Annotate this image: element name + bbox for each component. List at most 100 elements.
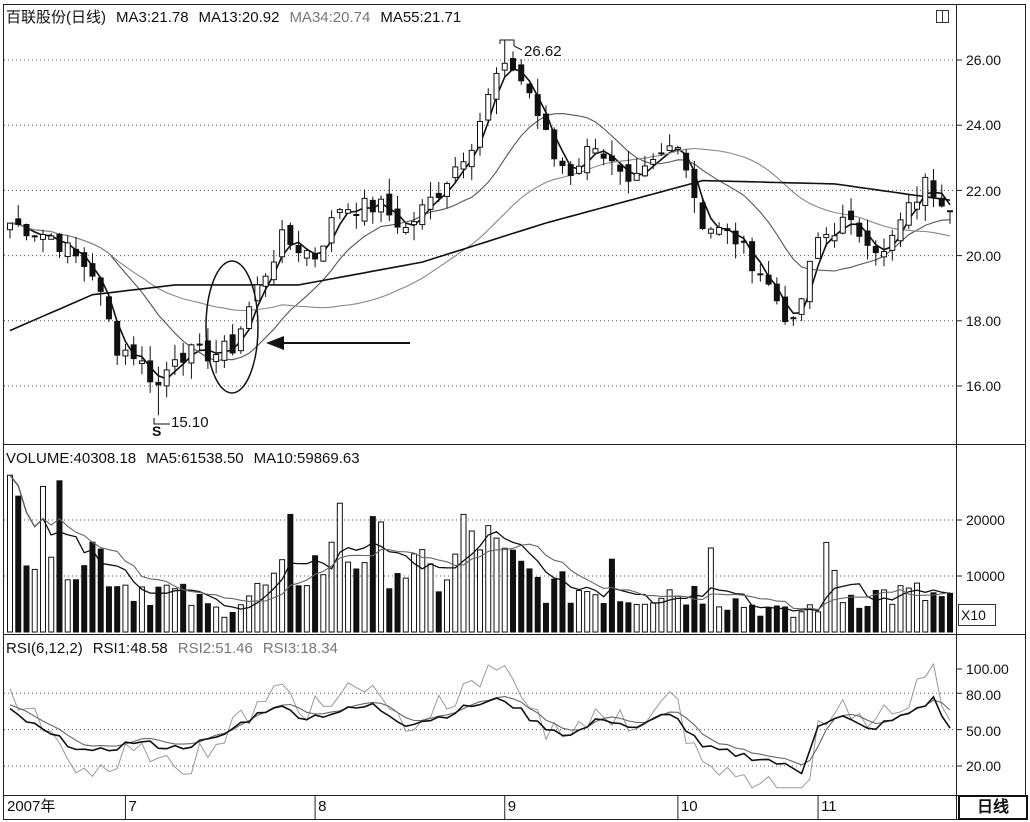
volume-bar [221,616,228,633]
volume-bar [345,561,352,633]
volume-bar [15,495,22,633]
volume-scale-label: X10 [958,604,996,626]
candle-body [559,160,566,167]
candle-body [361,197,368,222]
volume-bar [905,587,912,633]
candle-body [89,263,96,277]
date-label: 2007年 [7,798,56,815]
candle-body [213,353,220,363]
volume-bar [48,556,55,633]
candle-body [130,344,137,360]
candle-body [765,274,772,285]
candle-body [262,275,269,287]
volume-bar [716,606,723,633]
volume-bar [237,604,244,633]
grid-lines [4,59,956,767]
volume-bar [526,568,533,633]
candle-body [542,113,549,130]
volume-bar [180,583,187,633]
volume-bar [163,584,170,633]
candle-body [81,252,88,267]
volume-bar [567,602,574,633]
rsi-tick-100: 100.00 [966,661,1009,677]
price-indicator-header: 百联股份(日线) MA3:21.78 MA13:20.92 MA34:20.74 MA5… [6,9,471,27]
candle-body [815,237,822,259]
rsi-tick-50: 50.00 [966,723,1002,739]
candle-body [947,210,953,213]
volume-bar [81,565,88,633]
candle-body [402,227,409,233]
ma13-line [9,113,951,362]
candle-body [147,360,154,383]
maximize-icon[interactable] [936,10,949,23]
candle-body [757,273,764,276]
candle-body [31,235,38,238]
candle-body [641,165,648,177]
volume-bar [427,563,434,633]
volume-ma5-line [9,474,951,612]
candle-body [864,230,871,246]
volume-bar [782,606,789,633]
volume-bar [312,555,319,633]
candle-body [411,221,418,226]
volume-bar [889,603,896,633]
candle-body [39,234,46,240]
volume-bar [328,541,335,633]
volume-bar [914,582,921,633]
volume-bar [303,585,310,633]
candle-body [897,219,904,242]
price-tick-20: 20.00 [966,248,1002,264]
volume-bar [23,565,30,633]
candle-body [444,183,451,197]
volume-bar [361,562,368,633]
volume-bar [501,547,508,633]
volume-bar [633,603,640,633]
volume-bar [641,603,648,633]
candle-body [452,166,459,179]
candle-body [905,202,912,226]
volume-bar [773,605,780,633]
period-daily-button[interactable]: 日线 [958,795,1028,820]
candle-body [848,210,855,221]
volume-bar [386,588,393,633]
candle-body [435,192,442,199]
volume-bar [625,602,632,633]
ma34-line [9,147,951,312]
candle-body [749,241,756,272]
candle-body [122,349,129,357]
volume-bar [872,589,879,633]
price-tick-24: 24.00 [966,117,1002,133]
candle-body [699,202,706,230]
volume-bar [608,558,615,633]
rsi2-label: RSI2:51.46 [177,640,253,657]
volume-bar [452,553,459,633]
stock-name: 百联股份(日线) [6,9,106,26]
candle-body [831,235,838,242]
breakout-arrow-head [266,336,284,350]
candle-body [378,198,385,213]
volume-bar [97,548,104,633]
candle-body [518,64,525,82]
volume-bar [683,604,690,633]
volume-bar [798,611,805,633]
volume-bar [922,599,929,633]
volume-bar [815,611,822,633]
candle-body [485,93,492,121]
candle-body [336,209,343,213]
ma3-label: MA3:21.78 [116,9,189,26]
candle-body [658,152,665,155]
volume-bars [7,474,953,633]
candle-body [666,145,673,152]
volume-bar [617,601,624,633]
date-label: 10 [680,798,698,815]
volume-bar [411,553,418,633]
candle-body [196,343,203,346]
volume-bar [592,594,599,633]
volume-bar [864,606,871,633]
candle-body [163,369,170,387]
low-price-label: 15.10 [171,414,209,431]
volume-bar [287,513,294,633]
candle-body [526,83,533,94]
candlesticks [7,39,953,416]
